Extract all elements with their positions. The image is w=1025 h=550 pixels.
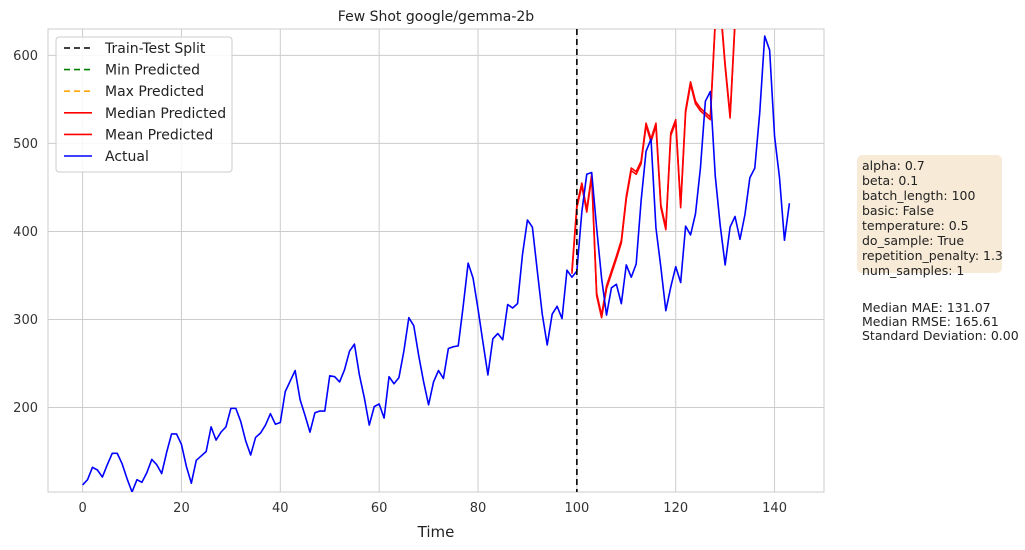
- y-tick-label: 600: [13, 49, 38, 64]
- legend-entry-label: Max Predicted: [105, 84, 204, 100]
- x-tick-label: 100: [564, 501, 589, 516]
- y-tick-label: 300: [13, 313, 38, 328]
- x-tick-label: 60: [371, 501, 388, 516]
- param-temperature: temperature: 0.5: [862, 218, 969, 233]
- chart-title: Few Shot google/gemma-2b: [338, 9, 535, 25]
- legend-entry-label: Mean Predicted: [105, 127, 213, 143]
- legend-entry-label: Min Predicted: [105, 63, 200, 79]
- metric-median-rmse: Median RMSE: 165.61: [862, 314, 999, 329]
- series-actual-line: [82, 35, 791, 492]
- x-tick-label: 120: [663, 501, 688, 516]
- param-alpha: alpha: 0.7: [862, 158, 925, 173]
- param-do-sample: do_sample: True: [862, 233, 965, 248]
- axis-tick-labels: 0 20 40 60 80 100 120 140 200 300 400 500 600: [13, 49, 787, 516]
- legend: Train-Test Split Min Predicted Max Predict…: [55, 36, 233, 173]
- x-axis-label: Time: [417, 523, 455, 541]
- y-tick-label: 500: [13, 137, 38, 152]
- x-tick-label: 140: [762, 501, 787, 516]
- x-tick-label: 0: [78, 501, 86, 516]
- param-batch-length: batch_length: 100: [862, 188, 976, 203]
- metric-median-mae: Median MAE: 131.07: [862, 300, 991, 315]
- parameters-box: alpha: 0.7 beta: 0.1 batch_length: 100 b…: [857, 155, 1003, 278]
- series-mean-predicted-line: [571, 29, 736, 319]
- metrics-box: Median MAE: 131.07 Median RMSE: 165.61 S…: [862, 301, 1019, 343]
- series-lines: [82, 29, 791, 492]
- metric-std-dev: Standard Deviation: 0.00: [862, 328, 1019, 343]
- param-num-samples: num_samples: 1: [862, 263, 965, 278]
- legend-entry-label: Train-Test Split: [104, 41, 206, 57]
- legend-frame: [55, 36, 233, 173]
- x-tick-label: 80: [470, 501, 487, 516]
- y-tick-label: 400: [13, 225, 38, 240]
- y-tick-label: 200: [13, 401, 38, 416]
- param-basic: basic: False: [862, 203, 935, 218]
- legend-entry-label: Actual: [105, 149, 149, 165]
- x-tick-label: 40: [272, 501, 289, 516]
- param-beta: beta: 0.1: [862, 173, 919, 188]
- x-tick-label: 20: [173, 501, 190, 516]
- param-repetition-penalty: repetition_penalty: 1.3: [862, 248, 1003, 263]
- legend-entry-label: Median Predicted: [105, 106, 226, 122]
